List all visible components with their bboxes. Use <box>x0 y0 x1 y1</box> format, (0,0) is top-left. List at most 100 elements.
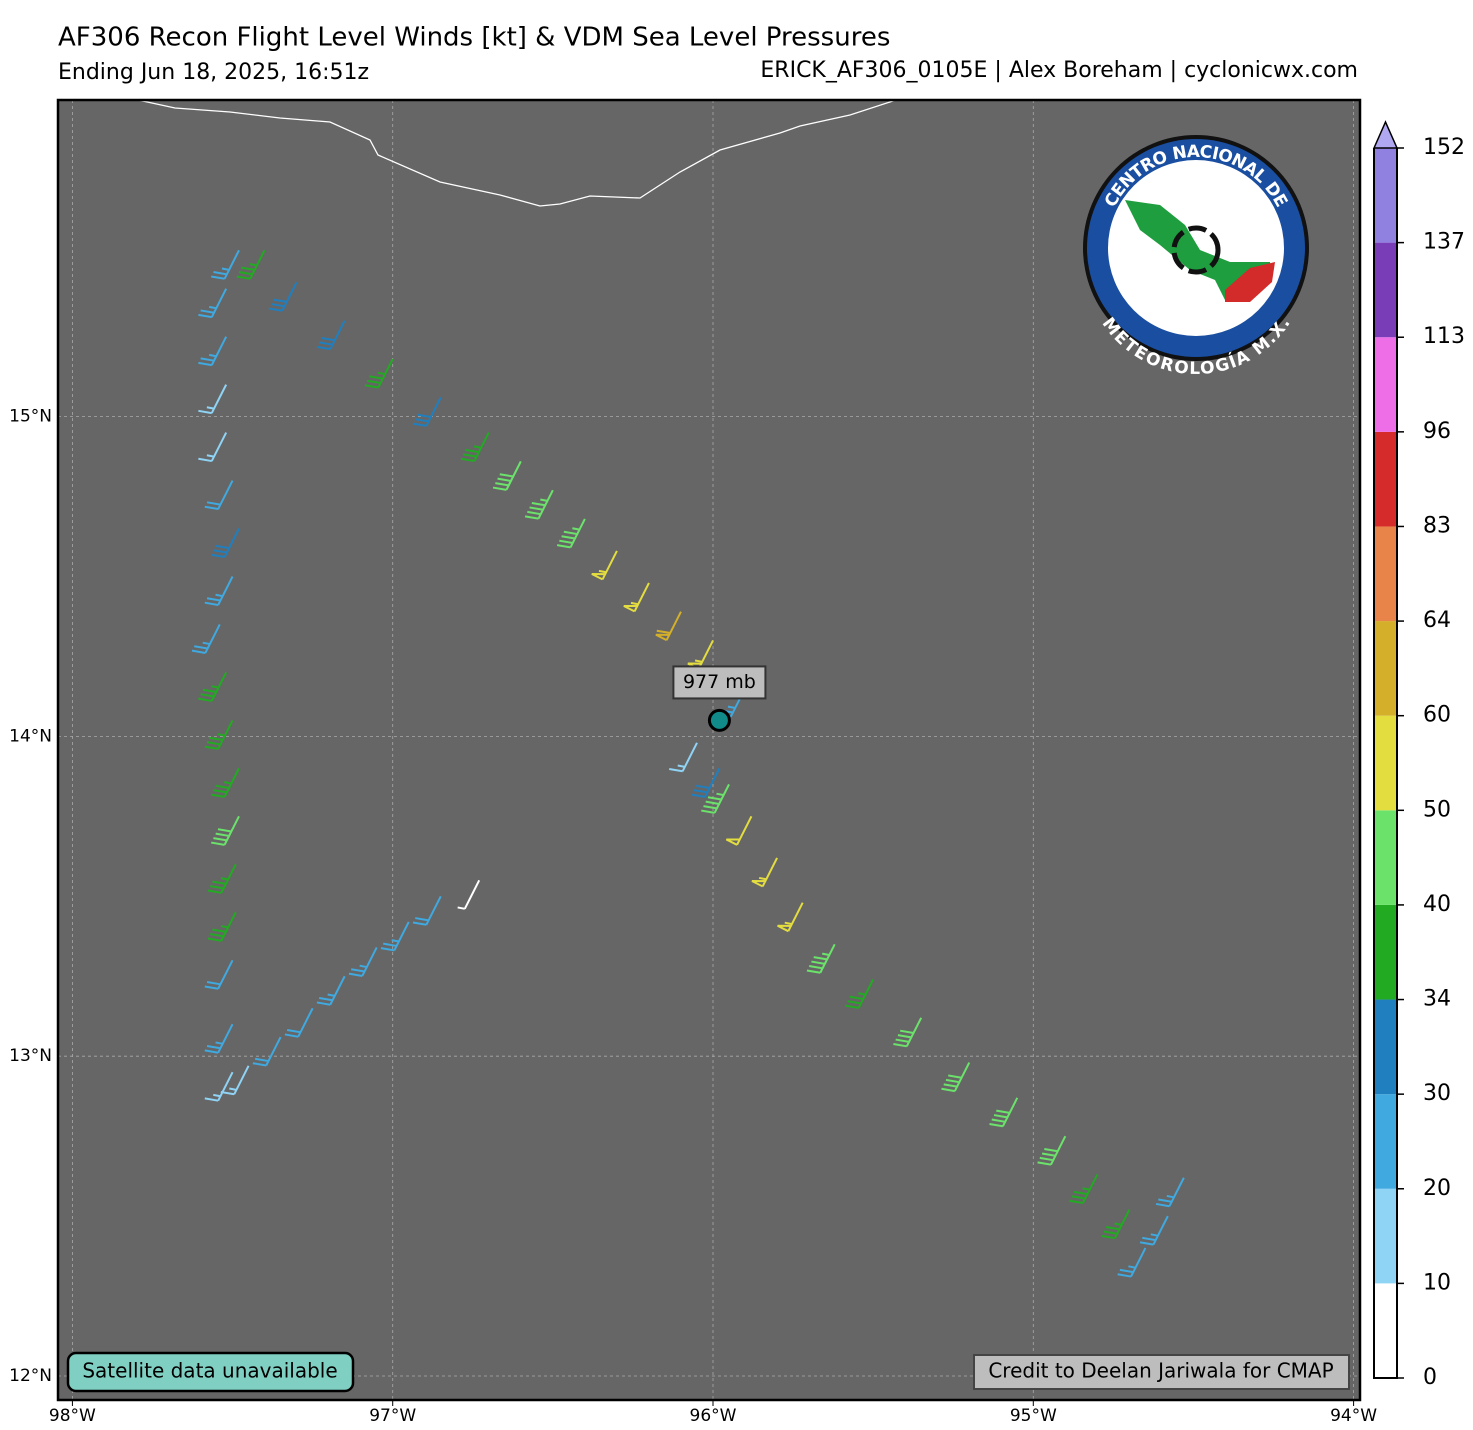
badge-right-box <box>973 1354 1350 1390</box>
coastline <box>137 99 896 207</box>
x-tick-label: 98°W <box>49 1406 96 1426</box>
colorbar-tick-label: 64 <box>1423 608 1451 633</box>
wind-barb <box>1069 1174 1099 1205</box>
subtitle: Ending Jun 18, 2025, 16:51z <box>58 60 369 85</box>
wind-barb <box>207 863 237 894</box>
wind-barb <box>198 384 228 415</box>
y-tick-label: 14°N <box>9 726 52 746</box>
wind-barb <box>1037 1135 1067 1166</box>
wind-barb <box>725 815 753 846</box>
logo: CENTRO NACIONAL DE METEOROLOGÍA M.X. <box>1083 135 1309 379</box>
colorbar-segment <box>1374 1283 1397 1378</box>
wind-barb <box>207 911 237 942</box>
colorbar-segment <box>1374 1094 1397 1189</box>
badge-left: Satellite data unavailable <box>82 1359 337 1383</box>
logo-map-red <box>1225 262 1275 302</box>
wind-barb <box>492 460 522 491</box>
wind-barb <box>591 550 618 581</box>
logo-swirl <box>1171 225 1221 275</box>
colorbar-extend <box>1372 120 1399 149</box>
colorbar-segment <box>1374 526 1397 622</box>
colorbar-tick-label: 50 <box>1423 797 1451 822</box>
wind-barb <box>1117 1247 1147 1278</box>
colorbar-segment <box>1374 337 1397 432</box>
wind-barb <box>364 358 394 389</box>
colorbar-tick-label: 152 <box>1423 135 1465 160</box>
colorbar-segment <box>1374 148 1397 243</box>
title: AF306 Recon Flight Level Winds [kt] & VD… <box>58 23 890 53</box>
x-tick-label: 95°W <box>1010 1406 1057 1426</box>
wind-barb <box>777 902 804 933</box>
colorbar-tick-label: 83 <box>1423 513 1451 538</box>
x-tick-label: 97°W <box>369 1406 416 1426</box>
wind-barb <box>380 921 410 952</box>
colorbar-tick-label: 0 <box>1423 1365 1437 1390</box>
wind-barb <box>457 879 481 910</box>
wind-barb <box>941 1062 971 1093</box>
wind-barb <box>211 767 240 798</box>
y-tick-label: 13°N <box>9 1046 52 1066</box>
wind-barb <box>284 1007 314 1038</box>
wind-barb <box>198 432 228 463</box>
colorbar-tick-label: 60 <box>1423 703 1451 728</box>
colorbar-segment <box>1374 810 1397 905</box>
wind-barb <box>1101 1209 1131 1240</box>
y-tick-label: 12°N <box>9 1366 52 1386</box>
wind-barb <box>211 249 240 280</box>
wind-barb <box>316 975 346 1006</box>
colorbar-tick-label: 34 <box>1423 987 1451 1012</box>
colorbar-segment <box>1374 1188 1397 1284</box>
x-tick-label: 96°W <box>690 1406 737 1426</box>
wind-barb <box>316 320 346 351</box>
colorbar-tick-label: 113 <box>1423 324 1465 349</box>
wind-barb <box>252 1036 282 1067</box>
wind-barb <box>204 576 234 606</box>
wind-barb <box>989 1097 1019 1128</box>
wind-barb <box>691 767 721 798</box>
wind-barb <box>893 1017 923 1048</box>
wind-barb <box>845 979 875 1009</box>
y-tick-label: 15°N <box>9 407 52 427</box>
colorbar-segment <box>1374 715 1397 811</box>
wind-barb <box>524 489 554 520</box>
wind-barb <box>669 742 698 773</box>
colorbar-segment <box>1374 431 1397 527</box>
colorbar-segment <box>1374 621 1397 716</box>
wind-barb <box>806 943 836 974</box>
wind-barb <box>211 528 240 559</box>
source: ERICK_AF306_0105E | Alex Boreham | cyclo… <box>760 58 1358 83</box>
wind-barb <box>655 611 682 642</box>
colorbar-segment <box>1374 999 1397 1095</box>
wind-barb <box>236 249 266 280</box>
badge-left-box <box>66 1351 355 1393</box>
wind-barb <box>1139 1215 1169 1246</box>
wind-barb <box>751 857 778 888</box>
wind-barb <box>198 288 228 319</box>
pressure-center <box>707 708 731 732</box>
colorbar-tick-label: 20 <box>1423 1176 1451 1201</box>
wind-barb <box>204 959 234 990</box>
pressure-label-box <box>672 665 767 700</box>
wind-barb <box>701 783 730 814</box>
colorbar-tick-label: 96 <box>1423 419 1451 444</box>
wind-barb <box>204 1023 234 1054</box>
colorbar-segment <box>1374 904 1397 1000</box>
wind-barb <box>556 518 586 549</box>
colorbar-tick-label: 40 <box>1423 892 1451 917</box>
wind-barb <box>204 480 234 511</box>
pressure-label: 977 mb <box>683 671 756 693</box>
logo-map <box>1125 200 1272 300</box>
wind-barb <box>204 1071 234 1102</box>
map-frame <box>56 98 1362 1402</box>
wind-barb <box>348 947 378 977</box>
wind-barb <box>623 582 650 613</box>
wind-barb <box>268 281 298 312</box>
colorbar-tick-label: 10 <box>1423 1270 1451 1295</box>
wind-barb <box>191 624 221 654</box>
colorbar-segment <box>1374 242 1397 338</box>
badge-right: Credit to Deelan Jariwala for CMAP <box>988 1359 1333 1383</box>
wind-barb <box>198 671 228 702</box>
wind-barb <box>204 719 234 750</box>
wind-barb <box>460 432 490 463</box>
